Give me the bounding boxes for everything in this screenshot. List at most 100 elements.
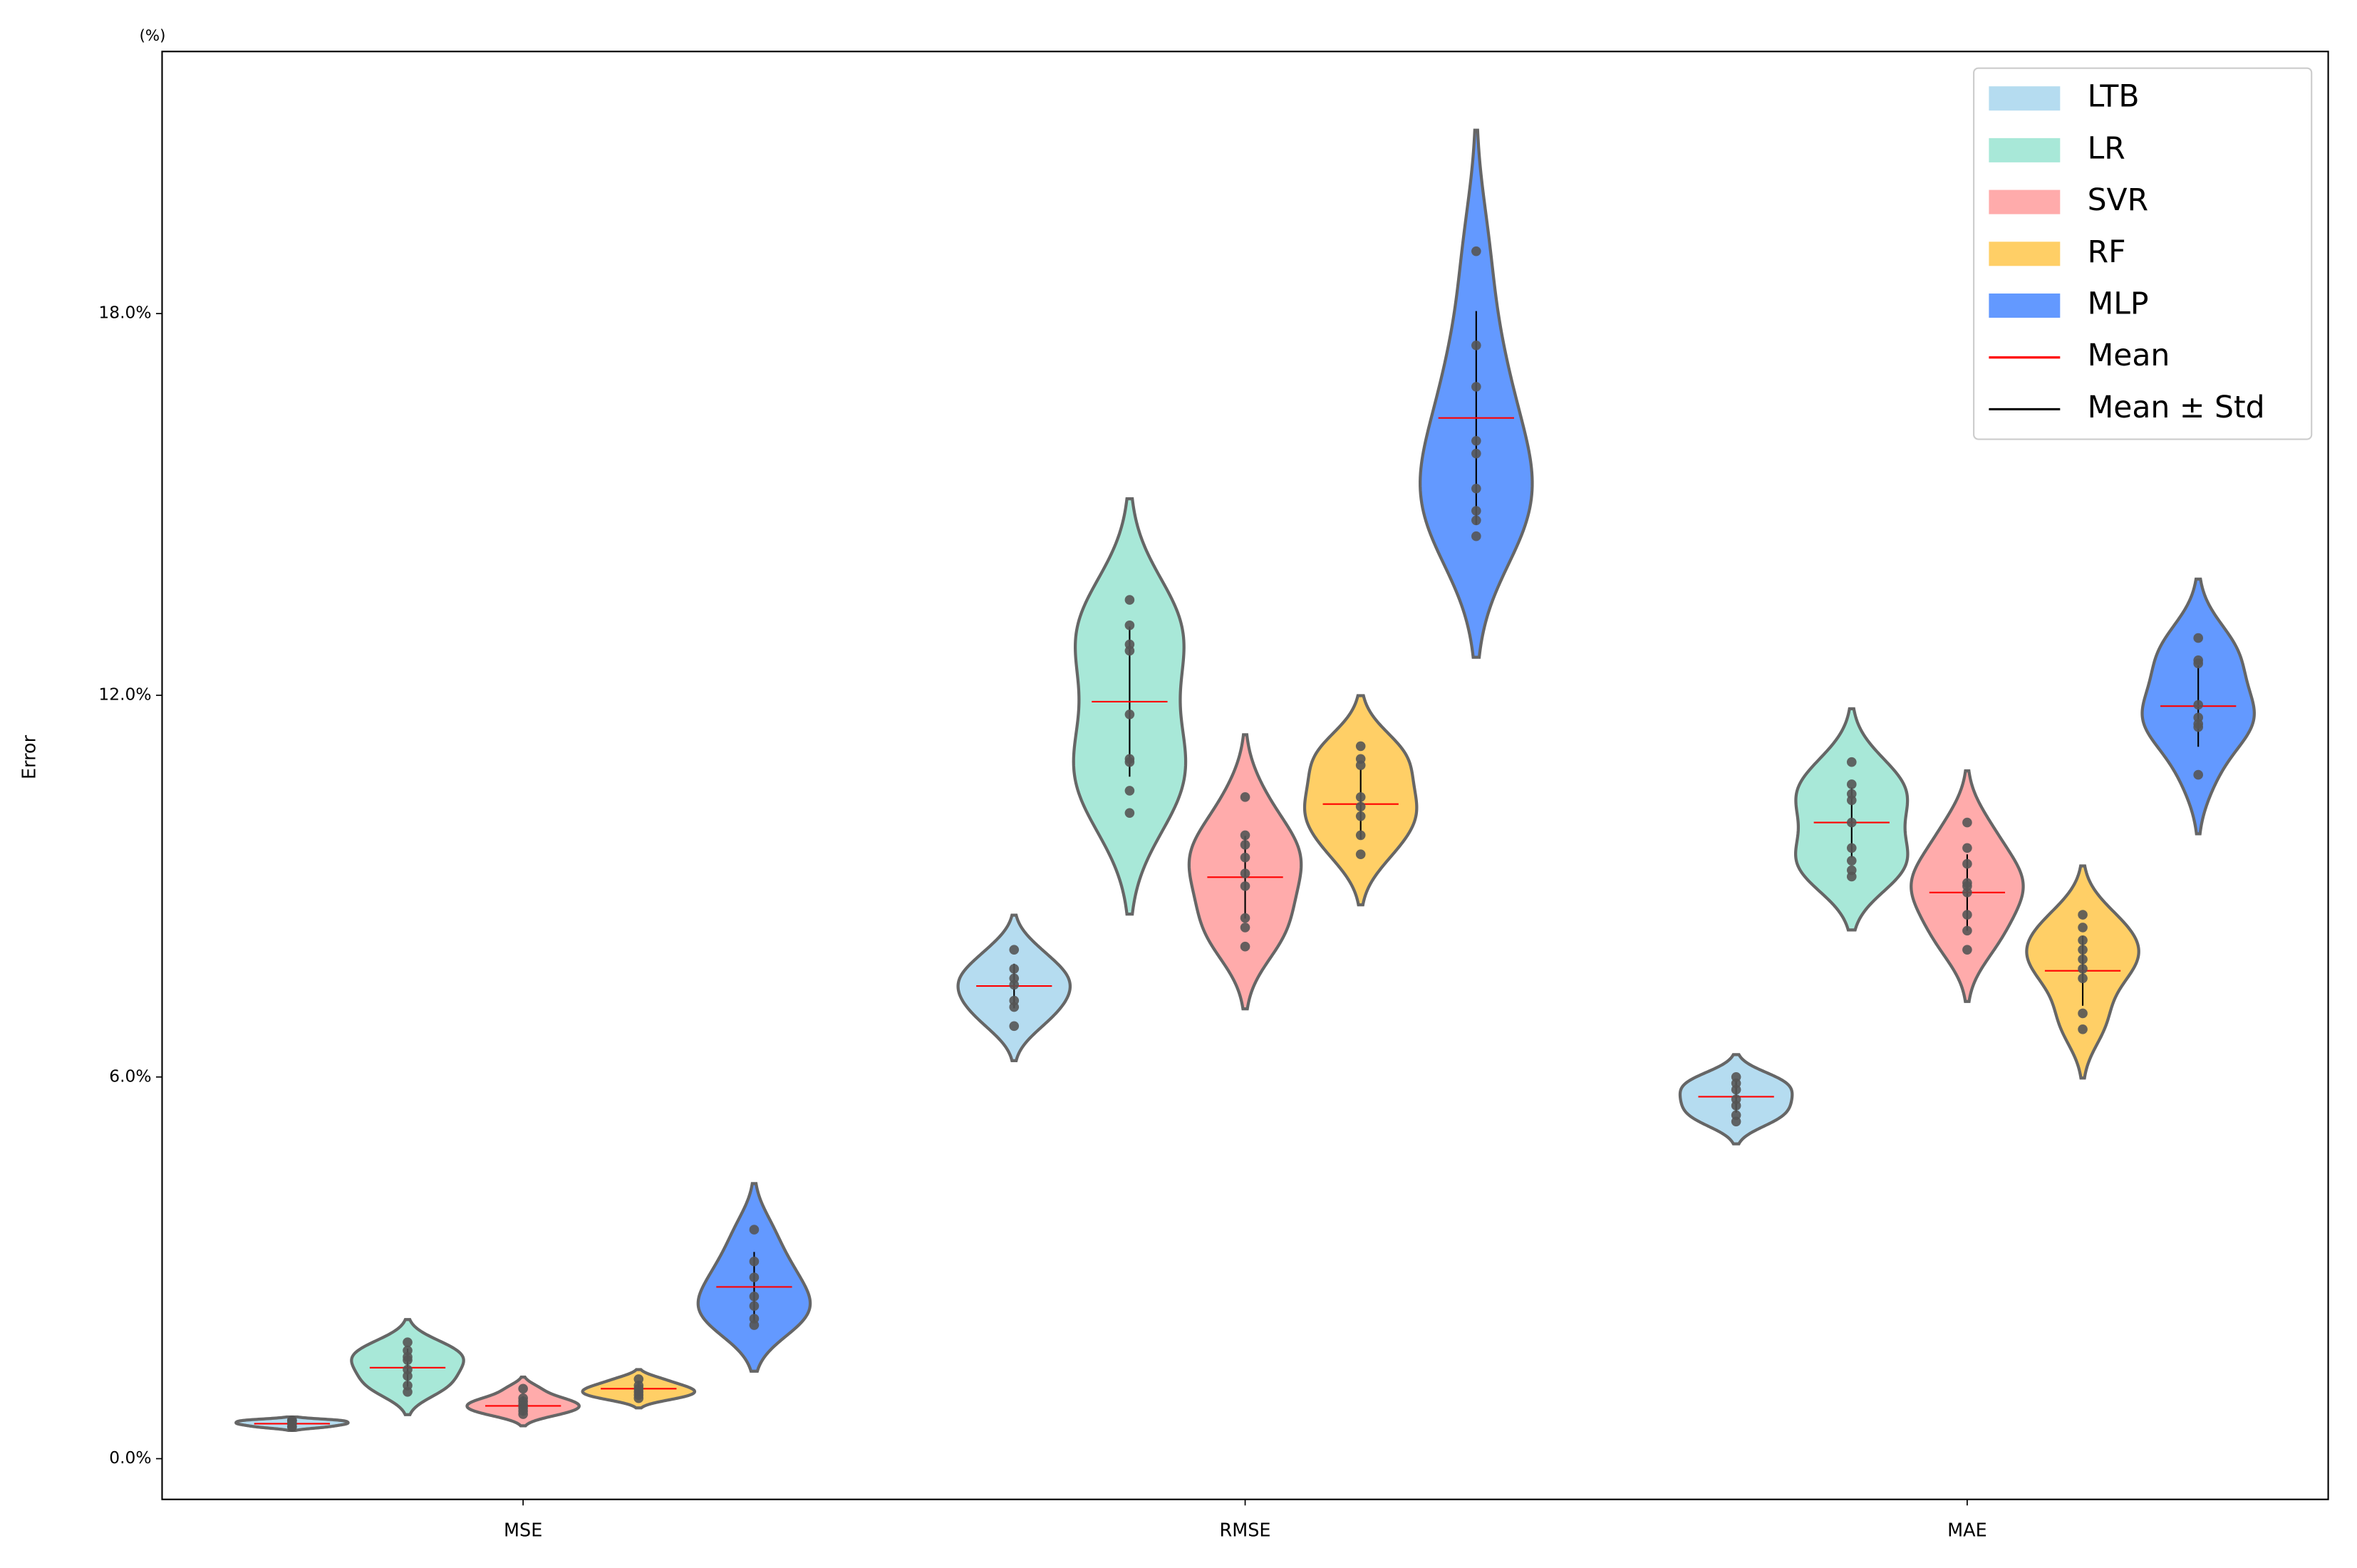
- data-point: [1124, 620, 1135, 630]
- data-point: [1962, 843, 1972, 853]
- data-point: [1124, 595, 1135, 605]
- data-point: [2078, 1024, 2088, 1034]
- data-point: [1124, 709, 1135, 720]
- data-point: [1240, 913, 1250, 923]
- data-point: [1009, 964, 1020, 974]
- data-point: [2193, 700, 2203, 710]
- data-point: [1355, 760, 1366, 771]
- data-point: [749, 1256, 760, 1267]
- data-point: [1846, 843, 1857, 853]
- plot-frame: [161, 51, 2329, 1500]
- legend: LTB LR SVR RF MLP Mean Mean ± Std: [1973, 67, 2313, 440]
- data-point: [1846, 856, 1857, 866]
- data-point: [1355, 830, 1366, 841]
- data-point: [2078, 973, 2088, 984]
- data-point: [1731, 1101, 1741, 1111]
- data-point: [749, 1292, 760, 1302]
- data-point: [749, 1272, 760, 1282]
- data-point: [1009, 1002, 1020, 1012]
- data-point: [749, 1301, 760, 1312]
- legend-swatch: [1989, 86, 2061, 111]
- data-point: [1124, 808, 1135, 818]
- data-point: [1009, 945, 1020, 955]
- data-point: [1240, 923, 1250, 933]
- data-point: [2078, 945, 2088, 955]
- legend-swatch: [1989, 189, 2061, 214]
- y-axis-label: Error: [19, 734, 41, 779]
- y-tick-label: 12.0%: [98, 684, 151, 704]
- unit-note: (%): [140, 27, 166, 45]
- data-point: [749, 1225, 760, 1235]
- data-point: [2078, 964, 2088, 974]
- data-point: [2078, 1008, 2088, 1019]
- data-point: [2193, 769, 2203, 780]
- data-point: [1471, 246, 1481, 256]
- data-point: [1471, 341, 1481, 351]
- data-point: [1471, 435, 1481, 446]
- data-point: [1124, 757, 1135, 767]
- data-point: [2078, 954, 2088, 965]
- data-point: [633, 1393, 644, 1403]
- y-tick-label: 18.0%: [98, 303, 151, 323]
- legend-swatch: [1989, 242, 2061, 266]
- data-point: [518, 1383, 528, 1394]
- data-point: [633, 1383, 644, 1394]
- y-tick-label: 0.0%: [109, 1448, 151, 1468]
- data-point: [403, 1337, 413, 1347]
- data-point: [2193, 633, 2203, 643]
- data-point: [1846, 871, 1857, 882]
- y-tick-label: 6.0%: [109, 1066, 151, 1086]
- data-point: [518, 1396, 528, 1406]
- legend-label: LTB: [2088, 80, 2140, 115]
- data-point: [2193, 658, 2203, 669]
- legend-label: RF: [2088, 235, 2126, 270]
- data-point: [749, 1320, 760, 1330]
- data-point: [1355, 811, 1366, 821]
- legend-label: SVR: [2088, 183, 2149, 218]
- data-point: [1009, 1021, 1020, 1032]
- legend-swatch: [1989, 294, 2061, 318]
- data-point: [1962, 910, 1972, 920]
- data-point: [1240, 840, 1250, 850]
- data-point: [1846, 779, 1857, 789]
- x-tick-label: MAE: [1947, 1520, 1987, 1541]
- data-point: [1962, 925, 1972, 936]
- data-point: [1471, 382, 1481, 392]
- data-point: [1846, 795, 1857, 806]
- data-point: [2078, 935, 2088, 945]
- x-tick-label: MSE: [504, 1520, 542, 1541]
- x-tick-label: RMSE: [1220, 1520, 1271, 1541]
- data-point: [1962, 858, 1972, 869]
- data-point: [1124, 786, 1135, 796]
- legend-label: MLP: [2088, 287, 2149, 322]
- data-point: [1471, 448, 1481, 459]
- data-point: [1355, 741, 1366, 752]
- data-point: [1471, 483, 1481, 494]
- data-point: [1240, 852, 1250, 863]
- data-point: [1240, 881, 1250, 891]
- data-point: [403, 1351, 413, 1362]
- data-point: [2078, 910, 2088, 920]
- legend-label: Mean: [2088, 338, 2170, 373]
- data-point: [1240, 830, 1250, 841]
- legend-label: Mean ± Std: [2088, 390, 2265, 425]
- data-point: [1471, 506, 1481, 516]
- data-point: [1355, 801, 1366, 812]
- legend-swatch: [1989, 137, 2061, 162]
- data-point: [1355, 849, 1366, 860]
- data-point: [1471, 531, 1481, 541]
- data-point: [403, 1386, 413, 1397]
- data-point: [1962, 945, 1972, 955]
- data-point: [1240, 941, 1250, 952]
- legend-label: LR: [2088, 131, 2125, 166]
- data-point: [287, 1416, 297, 1426]
- data-point: [1731, 1084, 1741, 1095]
- data-point: [1355, 792, 1366, 802]
- data-point: [2078, 923, 2088, 933]
- data-point: [1731, 1116, 1741, 1127]
- data-point: [1962, 817, 1972, 828]
- data-point: [403, 1371, 413, 1381]
- data-point: [2193, 722, 2203, 732]
